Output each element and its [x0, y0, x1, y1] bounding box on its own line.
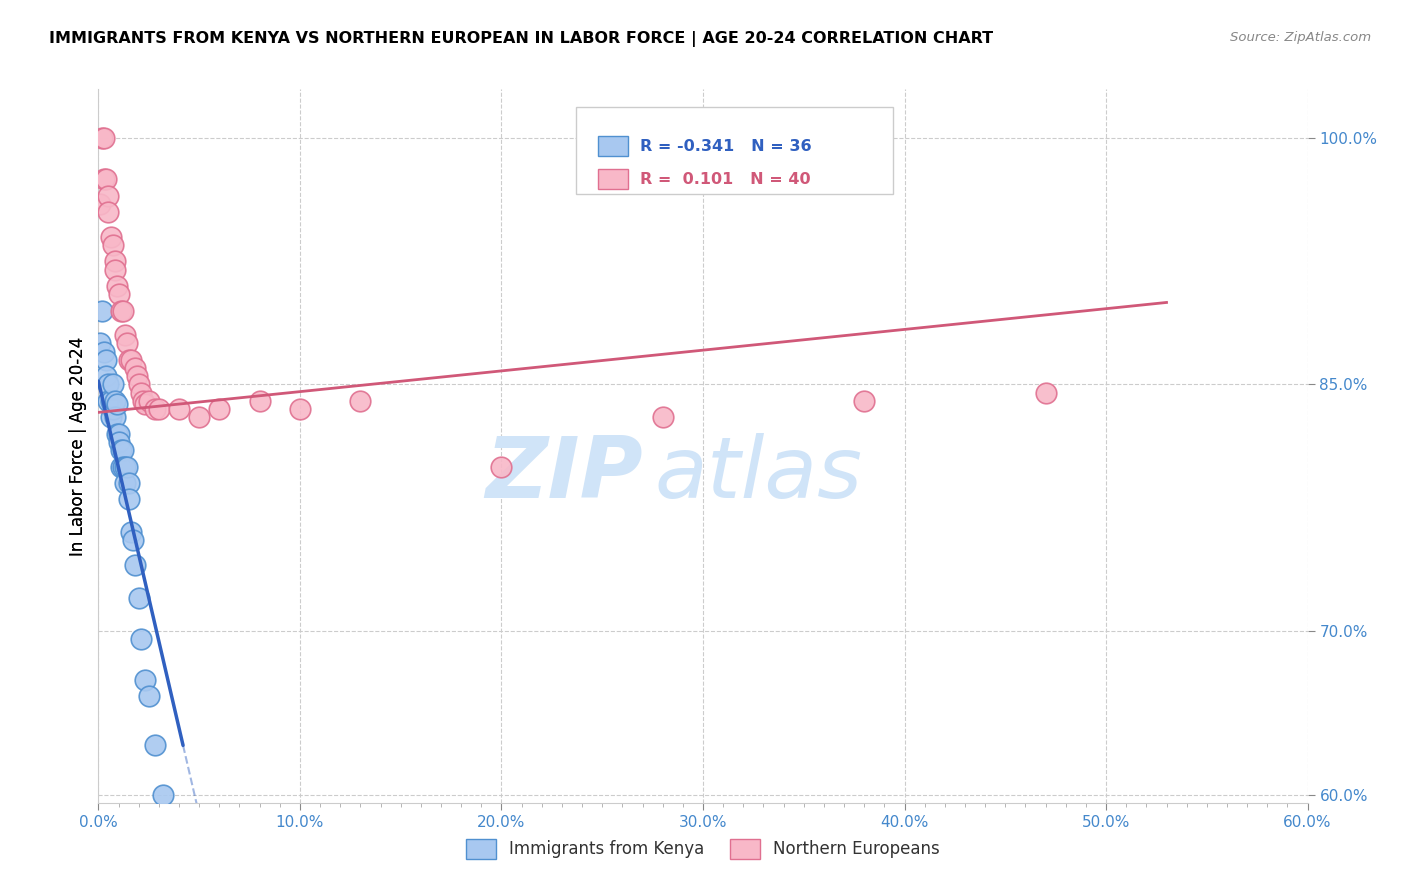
- Point: [91, 131, 114, 145]
- Point: [853, 393, 876, 408]
- Point: [105, 426, 128, 441]
- Point: [134, 673, 156, 687]
- Point: [120, 352, 142, 367]
- Point: [111, 303, 134, 318]
- Point: [103, 410, 125, 425]
- Y-axis label: In Labor Force | Age 20-24: In Labor Force | Age 20-24: [69, 336, 87, 556]
- Point: [97, 189, 120, 203]
- Point: [129, 385, 152, 400]
- Point: [100, 230, 122, 244]
- Y-axis label: In Labor Force | Age 20-24: In Labor Force | Age 20-24: [69, 336, 87, 556]
- Point: [167, 402, 190, 417]
- Point: [97, 205, 120, 219]
- Point: [349, 393, 371, 408]
- Point: [491, 459, 513, 474]
- Point: [115, 336, 138, 351]
- Point: [128, 377, 150, 392]
- Point: [100, 410, 122, 425]
- Point: [143, 402, 166, 417]
- Point: [118, 352, 141, 367]
- Point: [288, 402, 311, 417]
- Point: [111, 459, 134, 474]
- Point: [101, 238, 124, 252]
- Point: [96, 352, 118, 367]
- Text: ZIP: ZIP: [485, 433, 643, 516]
- Point: [118, 492, 141, 507]
- Point: [111, 443, 134, 458]
- Point: [120, 525, 142, 540]
- Point: [114, 475, 136, 490]
- Point: [148, 402, 170, 417]
- Point: [1035, 385, 1057, 400]
- Point: [115, 459, 138, 474]
- Point: [89, 197, 111, 211]
- Text: R = -0.341   N = 36: R = -0.341 N = 36: [640, 139, 811, 153]
- Point: [249, 393, 271, 408]
- Point: [91, 303, 114, 318]
- Point: [143, 739, 166, 753]
- Point: [101, 402, 124, 417]
- Point: [107, 287, 129, 301]
- Point: [138, 689, 160, 703]
- Point: [105, 279, 128, 293]
- Point: [93, 172, 115, 186]
- Point: [97, 393, 120, 408]
- Legend: Immigrants from Kenya, Northern Europeans: Immigrants from Kenya, Northern European…: [460, 832, 946, 866]
- Point: [96, 172, 118, 186]
- Point: [96, 369, 118, 384]
- Point: [89, 336, 111, 351]
- Point: [93, 131, 115, 145]
- Point: [110, 443, 132, 458]
- Point: [103, 262, 125, 277]
- Text: IMMIGRANTS FROM KENYA VS NORTHERN EUROPEAN IN LABOR FORCE | AGE 20-24 CORRELATIO: IMMIGRANTS FROM KENYA VS NORTHERN EUROPE…: [49, 31, 993, 47]
- Point: [103, 393, 125, 408]
- Text: atlas: atlas: [655, 433, 863, 516]
- Point: [110, 459, 132, 474]
- Point: [152, 788, 174, 802]
- Point: [105, 397, 128, 411]
- Point: [110, 303, 132, 318]
- Point: [132, 393, 155, 408]
- Point: [101, 377, 124, 392]
- Point: [97, 377, 120, 392]
- Point: [114, 459, 136, 474]
- Point: [129, 632, 152, 646]
- Point: [134, 397, 156, 411]
- Point: [93, 344, 115, 359]
- Point: [172, 862, 194, 876]
- Point: [100, 393, 122, 408]
- Point: [107, 426, 129, 441]
- Point: [128, 591, 150, 605]
- Point: [208, 402, 231, 417]
- Point: [103, 254, 125, 268]
- Point: [107, 434, 129, 449]
- Text: R =  0.101   N = 40: R = 0.101 N = 40: [640, 172, 810, 186]
- Point: [188, 410, 211, 425]
- Point: [124, 558, 146, 572]
- Point: [651, 410, 673, 425]
- Text: Source: ZipAtlas.com: Source: ZipAtlas.com: [1230, 31, 1371, 45]
- Point: [125, 369, 148, 384]
- Point: [124, 361, 146, 376]
- Point: [114, 328, 136, 343]
- Point: [118, 475, 141, 490]
- Point: [138, 393, 160, 408]
- Point: [121, 533, 143, 548]
